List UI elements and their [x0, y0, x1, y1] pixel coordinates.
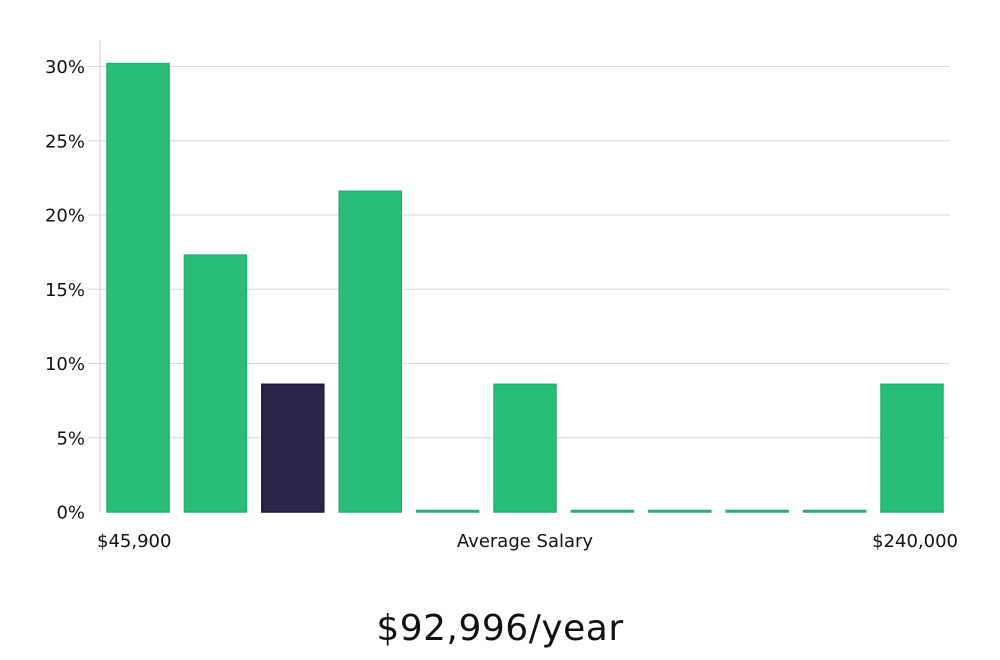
- histogram-bars: [106, 62, 944, 513]
- salary-histogram-chart: 0% 5% 10% 15% 20% 25% 30% $45,900 Average Sala…: [45, 40, 958, 552]
- histogram-bar: [415, 509, 480, 513]
- x-max-label: $240,000: [872, 531, 958, 552]
- y-tick-label: 25%: [45, 131, 85, 152]
- x-min-label: $45,900: [97, 531, 171, 552]
- y-tick-label: 30%: [45, 57, 85, 78]
- histogram-bar: [493, 383, 557, 513]
- y-tick-label: 15%: [45, 280, 85, 301]
- histogram-bar: [725, 509, 789, 513]
- histogram-bar: [570, 509, 635, 513]
- histogram-bar: [338, 190, 402, 513]
- y-tick-label: 20%: [45, 206, 85, 227]
- average-salary-value: $92,996/year: [376, 608, 624, 649]
- y-tick-label: 10%: [45, 354, 85, 375]
- histogram-bar-highlighted: [261, 383, 325, 513]
- histogram-bar: [648, 509, 712, 513]
- histogram-bar: [802, 509, 867, 513]
- y-tick-label: 5%: [56, 428, 85, 449]
- histogram-bar: [880, 383, 944, 513]
- x-axis-label: Average Salary: [457, 531, 594, 552]
- histogram-bar: [183, 254, 248, 513]
- y-tick-label: 0%: [56, 503, 85, 524]
- y-axis-ticks: 0% 5% 10% 15% 20% 25% 30%: [45, 57, 85, 524]
- histogram-bar: [106, 62, 170, 513]
